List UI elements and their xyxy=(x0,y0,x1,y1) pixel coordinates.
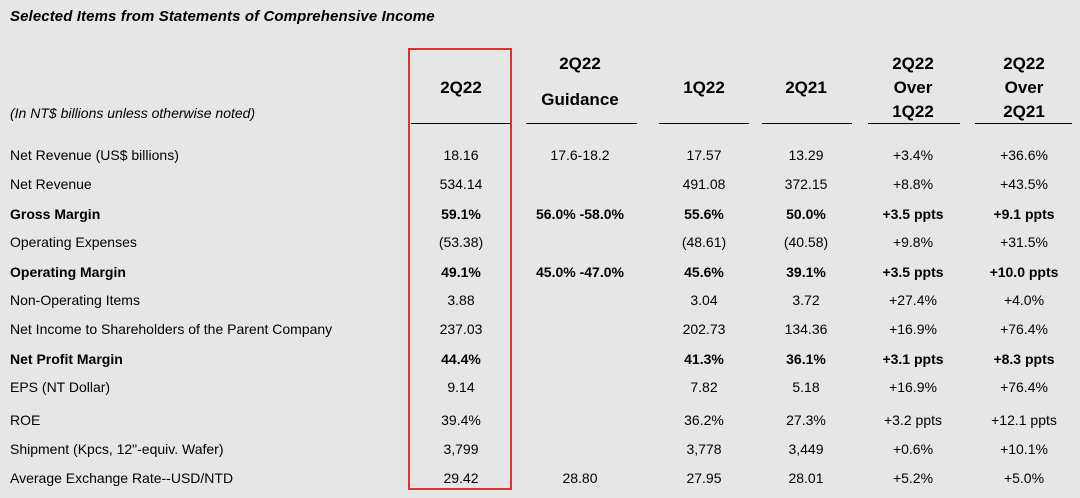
row-label: ROE xyxy=(10,412,41,428)
column-header-6-line2: Over xyxy=(1004,78,1044,97)
row-label: Operating Margin xyxy=(10,264,126,280)
table-cell: 18.16 xyxy=(443,147,479,163)
table-cell: 45.0% -47.0% xyxy=(536,264,624,280)
row-label: Average Exchange Rate--USD/NTD xyxy=(10,470,234,486)
table-cell: 3.04 xyxy=(690,292,718,308)
table-cell: 3.88 xyxy=(447,292,475,308)
table-cell: 3,799 xyxy=(443,441,479,457)
column-rule-6 xyxy=(975,123,1072,124)
units-note: (In NT$ billions unless otherwise noted) xyxy=(10,105,256,121)
column-header-2-line1: 2Q22 xyxy=(559,54,601,73)
column-header-1-line1: 2Q22 xyxy=(440,78,482,97)
column-rule-5 xyxy=(868,123,960,124)
table-cell: +31.5% xyxy=(1000,234,1048,250)
table-cell: 55.6% xyxy=(684,206,724,222)
table-cell: 39.4% xyxy=(441,412,481,428)
table-cell: +27.4% xyxy=(889,292,937,308)
table-cell: 56.0% -58.0% xyxy=(536,206,624,222)
table-cell: +3.5 ppts xyxy=(882,206,944,222)
table-cell: +76.4% xyxy=(1000,379,1048,395)
table-cell: +8.3 ppts xyxy=(993,351,1055,367)
row-label: Gross Margin xyxy=(10,206,101,222)
table-cell: 372.15 xyxy=(784,176,828,192)
table-cell: +9.8% xyxy=(892,234,934,250)
table-cell: 5.18 xyxy=(792,379,820,395)
column-header-5-line2: Over xyxy=(893,78,933,97)
table-cell: +16.9% xyxy=(889,321,937,337)
column-rule-4 xyxy=(762,123,852,124)
table-cell: 3.72 xyxy=(792,292,820,308)
table-cell: 44.4% xyxy=(441,351,481,367)
column-rule-1 xyxy=(411,123,512,124)
table-cell: 134.36 xyxy=(784,321,828,337)
column-header-2-line2: Guidance xyxy=(541,90,619,109)
table-cell: 28.80 xyxy=(562,470,598,486)
table-cell: +10.1% xyxy=(1000,441,1048,457)
row-label: Net Profit Margin xyxy=(10,351,123,367)
table-cell: +43.5% xyxy=(1000,176,1048,192)
table-cell: +3.2 ppts xyxy=(884,412,942,428)
table-cell: 36.2% xyxy=(684,412,724,428)
table-cell: 3,449 xyxy=(788,441,824,457)
row-label: Net Income to Shareholders of the Parent… xyxy=(10,321,333,337)
table-cell: +12.1 ppts xyxy=(991,412,1057,428)
table-cell: 13.29 xyxy=(788,147,824,163)
table-cell: +0.6% xyxy=(892,441,934,457)
table-cell: 27.3% xyxy=(786,412,826,428)
column-header-6-line1: 2Q22 xyxy=(1003,54,1045,73)
table-cell: 29.42 xyxy=(443,470,479,486)
table-cell: 9.14 xyxy=(447,379,475,395)
row-label: Shipment (Kpcs, 12"-equiv. Wafer) xyxy=(10,441,224,457)
column-header-3-line1: 1Q22 xyxy=(683,78,725,97)
table-cell: 41.3% xyxy=(684,351,724,367)
column-header-5-line3: 1Q22 xyxy=(892,102,934,121)
table-cell: 491.08 xyxy=(682,176,726,192)
table-cell: 17.6-18.2 xyxy=(550,147,610,163)
table-cell: 237.03 xyxy=(439,321,483,337)
table-cell: +3.1 ppts xyxy=(882,351,944,367)
column-header-5-line1: 2Q22 xyxy=(892,54,934,73)
table-cell: +9.1 ppts xyxy=(993,206,1055,222)
table-cell: 45.6% xyxy=(684,264,724,280)
table-cell: +8.8% xyxy=(892,176,934,192)
column-rule-3 xyxy=(659,123,749,124)
table-cell: 50.0% xyxy=(786,206,826,222)
table-cell: 59.1% xyxy=(441,206,481,222)
table-cell: 28.01 xyxy=(788,470,824,486)
table-cell: 27.95 xyxy=(686,470,722,486)
table-cell: 49.1% xyxy=(441,264,481,280)
table-cell: +3.5 ppts xyxy=(882,264,944,280)
page-title: Selected Items from Statements of Compre… xyxy=(10,8,435,25)
table-cell: +4.0% xyxy=(1003,292,1045,308)
table-cell: +36.6% xyxy=(1000,147,1048,163)
table-cell: 202.73 xyxy=(682,321,726,337)
table-cell: (53.38) xyxy=(438,234,484,250)
column-rule-2 xyxy=(526,123,637,124)
table-cell: 3,778 xyxy=(686,441,722,457)
row-label: Operating Expenses xyxy=(10,234,137,250)
table-cell: +3.4% xyxy=(892,147,934,163)
table-cell: +76.4% xyxy=(1000,321,1048,337)
table-cell: 7.82 xyxy=(690,379,718,395)
row-label: Non-Operating Items xyxy=(10,292,140,308)
table-cell: +10.0 ppts xyxy=(989,264,1059,280)
current-quarter-highlight xyxy=(408,48,512,490)
table-cell: (48.61) xyxy=(681,234,727,250)
row-label: Net Revenue (US$ billions) xyxy=(10,147,179,163)
table-cell: (40.58) xyxy=(783,234,829,250)
row-label: EPS (NT Dollar) xyxy=(10,379,111,395)
row-label: Net Revenue xyxy=(10,176,92,192)
table-cell: +5.0% xyxy=(1003,470,1045,486)
column-header-6-line3: 2Q21 xyxy=(1003,102,1045,121)
table-cell: +16.9% xyxy=(889,379,937,395)
table-cell: 39.1% xyxy=(786,264,826,280)
table-cell: 36.1% xyxy=(786,351,826,367)
table-cell: 17.57 xyxy=(686,147,722,163)
table-cell: 534.14 xyxy=(439,176,483,192)
column-header-4-line1: 2Q21 xyxy=(785,78,827,97)
table-cell: +5.2% xyxy=(892,470,934,486)
